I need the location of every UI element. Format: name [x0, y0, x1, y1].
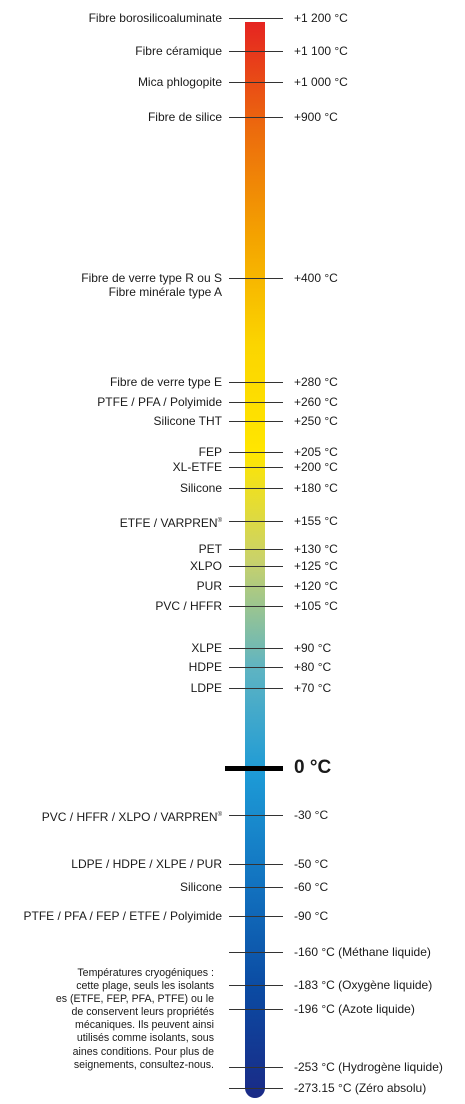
material-label: Fibre borosilicoaluminate — [88, 11, 222, 25]
temperature-label: +70 °C — [294, 681, 332, 695]
material-label: Silicone — [179, 880, 222, 894]
temperature-label: +80 °C — [294, 660, 332, 674]
scale-tick — [229, 688, 283, 689]
material-label: PVC / HFFR / XLPO / VARPREN® — [41, 810, 222, 824]
temperature-label: +205 °C — [294, 445, 338, 459]
scale-tick — [229, 648, 283, 649]
scale-tick — [229, 952, 283, 953]
temperature-label: +280 °C — [294, 375, 338, 389]
scale-tick — [229, 566, 283, 567]
zero-marker-line — [225, 766, 283, 771]
scale-tick — [229, 606, 283, 607]
temperature-label: -90 °C — [294, 909, 329, 923]
material-label: PTFE / PFA / Polyimide — [97, 395, 222, 409]
temperature-label: +125 °C — [294, 559, 338, 573]
scale-tick — [229, 421, 283, 422]
cryogenic-note-line: cette plage, seuls les isolants — [76, 980, 214, 993]
material-label: Fibre de verre type E — [109, 375, 222, 389]
scale-tick — [229, 117, 283, 118]
cryogenic-note-line: es (ETFE, FEP, PFA, PTFE) ou le — [55, 993, 214, 1006]
temperature-label: -60 °C — [294, 880, 329, 894]
scale-tick — [229, 18, 283, 19]
scale-tick — [229, 985, 283, 986]
cryogenic-note-line: Températures cryogéniques : — [77, 967, 214, 979]
temperature-label: +400 °C — [294, 271, 338, 285]
scale-tick — [229, 82, 283, 83]
scale-tick — [229, 667, 283, 668]
material-label: Silicone — [179, 481, 222, 495]
temperature-label: +130 °C — [294, 542, 338, 556]
scale-tick — [229, 815, 283, 816]
temperature-label: +1 200 °C — [294, 11, 348, 25]
temperature-label: -160 °C (Méthane liquide) — [294, 945, 431, 959]
scale-tick — [229, 51, 283, 52]
material-label: ETFE / VARPREN® — [119, 516, 222, 530]
scale-tick — [229, 916, 283, 917]
scale-tick — [229, 864, 283, 865]
material-label: Silicone THT — [153, 414, 222, 428]
scale-tick — [229, 887, 283, 888]
scale-tick — [229, 382, 283, 383]
scale-tick — [229, 549, 283, 550]
temperature-label: -253 °C (Hydrogène liquide) — [294, 1060, 443, 1074]
material-label: XLPO — [189, 559, 222, 573]
material-label: LDPE / HDPE / XLPE / PUR — [71, 857, 222, 871]
material-label: PVC / HFFR — [155, 599, 222, 613]
temperature-label: +1 000 °C — [294, 75, 348, 89]
cryogenic-note-line: mécaniques. Ils peuvent ainsi — [75, 1019, 214, 1032]
scale-tick — [229, 488, 283, 489]
temperature-label: +120 °C — [294, 579, 338, 593]
scale-tick — [229, 1088, 283, 1089]
scale-tick — [229, 1067, 283, 1068]
scale-tick — [229, 402, 283, 403]
material-label: HDPE — [188, 660, 222, 674]
cryogenic-note-line: utilisés comme isolants, sous — [76, 1032, 214, 1045]
material-label: LDPE — [190, 681, 222, 695]
temperature-label: +200 °C — [294, 460, 338, 474]
scale-tick — [229, 586, 283, 587]
material-label: PUR — [196, 579, 222, 593]
material-label: Mica phlogopite — [137, 75, 222, 89]
temperature-label: -196 °C (Azote liquide) — [294, 1002, 415, 1016]
scale-tick — [229, 1009, 283, 1010]
temperature-label: +155 °C — [294, 514, 338, 528]
scale-tick — [229, 521, 283, 522]
scale-tick — [229, 278, 283, 279]
cryogenic-note-line: seignements, consultez-nous. — [73, 1058, 214, 1071]
cryogenic-note: Températures cryogéniques : cette plage,… — [0, 967, 214, 1072]
temperature-label: +90 °C — [294, 641, 332, 655]
temperature-label: +180 °C — [294, 481, 338, 495]
temperature-label: -183 °C (Oxygène liquide) — [294, 978, 433, 992]
zero-label: 0 °C — [294, 757, 332, 778]
temperature-label: +1 100 °C — [294, 44, 348, 58]
temperature-label: +260 °C — [294, 395, 338, 409]
material-label: Fibre céramique — [135, 44, 222, 58]
scale-tick — [229, 467, 283, 468]
temperature-label: -30 °C — [294, 808, 329, 822]
material-label: XL-ETFE — [172, 460, 222, 474]
cryogenic-note-line: de conservent leurs propriétés — [71, 1006, 214, 1019]
temperature-label: +900 °C — [294, 110, 338, 124]
temperature-gradient-bar — [245, 22, 265, 1098]
scale-tick — [229, 452, 283, 453]
temperature-label: +105 °C — [294, 599, 338, 613]
material-label: PET — [198, 542, 222, 556]
material-label: Fibre de verre type R ou S Fibre minérale… — [81, 271, 222, 299]
cryogenic-note-line: aines conditions. Pour plus de — [72, 1045, 214, 1058]
temperature-label: +250 °C — [294, 414, 338, 428]
material-label: XLPE — [191, 641, 222, 655]
material-label: FEP — [198, 445, 222, 459]
temperature-label: -273.15 °C (Zéro absolu) — [294, 1081, 427, 1095]
material-label: Fibre de silice — [147, 110, 222, 124]
temperature-label: -50 °C — [294, 857, 329, 871]
material-label: PTFE / PFA / FEP / ETFE / Polyimide — [23, 909, 223, 923]
